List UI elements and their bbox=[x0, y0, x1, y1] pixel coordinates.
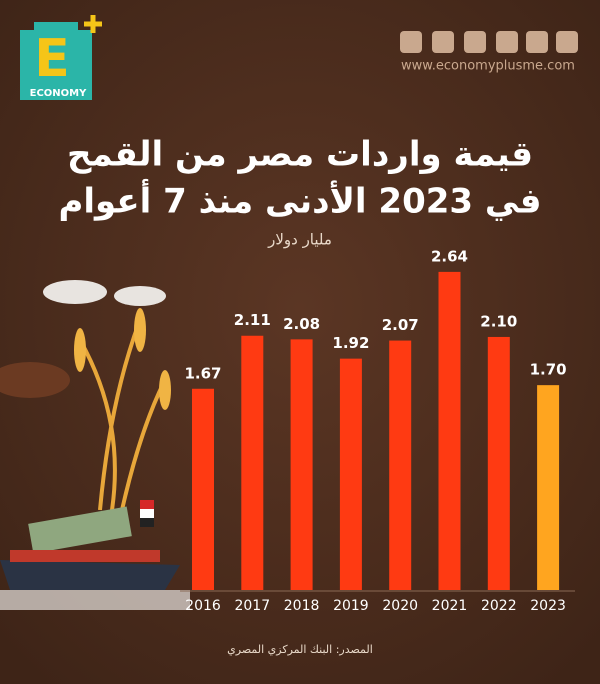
logo: E ECONOMY bbox=[20, 15, 102, 100]
source: المصدر: البنك المركزي المصري bbox=[227, 643, 373, 656]
x-tick-label: 2018 bbox=[284, 598, 320, 614]
bar bbox=[192, 388, 214, 590]
website: www.economyplusme.com bbox=[401, 59, 575, 74]
value-label: 1.70 bbox=[530, 361, 567, 379]
x-tick-label: 2021 bbox=[432, 598, 468, 614]
x-tick-label: 2017 bbox=[234, 598, 270, 614]
bar bbox=[389, 340, 412, 590]
bar bbox=[438, 271, 461, 590]
x-tick-label: 2016 bbox=[185, 598, 221, 614]
social-icons bbox=[400, 31, 578, 53]
value-label: 2.08 bbox=[283, 315, 320, 333]
bar bbox=[339, 358, 362, 590]
x-tick-label: 2020 bbox=[382, 598, 418, 614]
x-tick-label: 2023 bbox=[530, 598, 566, 614]
value-label: 2.11 bbox=[234, 311, 271, 329]
logo-letter: E bbox=[34, 29, 70, 89]
unit-label: مليار دولار bbox=[267, 231, 332, 249]
value-label: 2.64 bbox=[431, 247, 468, 265]
bar bbox=[241, 335, 264, 590]
x-tick-label: 2022 bbox=[481, 598, 517, 614]
x-tick-label: 2019 bbox=[333, 598, 369, 614]
value-label: 1.92 bbox=[332, 334, 369, 352]
value-label: 1.67 bbox=[184, 364, 221, 382]
bar bbox=[487, 336, 510, 590]
value-label: 2.10 bbox=[480, 312, 517, 330]
logo-text: ECONOMY bbox=[30, 88, 87, 99]
bar bbox=[537, 385, 560, 590]
chart-title: قيمة واردات مصر من القمح bbox=[67, 135, 533, 175]
chart-subtitle: في 2023 الأدنى منذ 7 أعوام bbox=[58, 179, 541, 222]
decoration bbox=[0, 280, 190, 610]
bar bbox=[290, 339, 313, 590]
value-label: 2.07 bbox=[382, 316, 419, 334]
